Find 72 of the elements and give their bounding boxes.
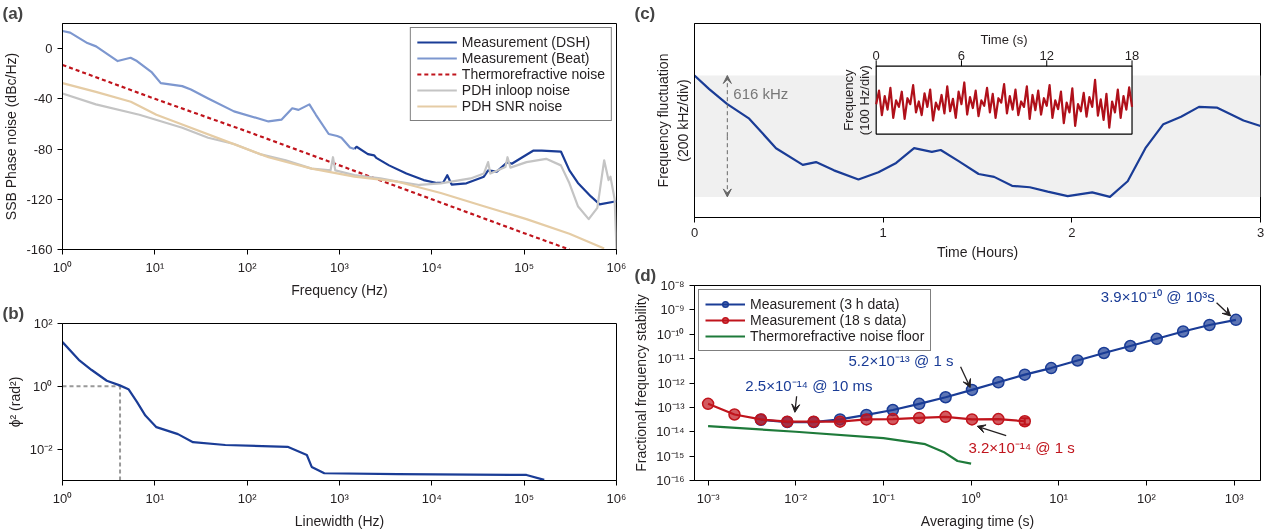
- chart-title: (b): [2, 303, 25, 323]
- legend-label: Thermorefractive noise: [461, 66, 605, 82]
- y-tick-label: 10⁻¹⁶: [656, 473, 685, 488]
- annotation: 3.2×10⁻¹⁴ @ 1 s: [968, 439, 1075, 457]
- y-tick-label: -40: [33, 91, 53, 107]
- x-tick-label: 10⁰: [52, 490, 73, 506]
- x-tick-label: 18: [1124, 48, 1140, 64]
- x-tick-label: 1: [879, 224, 887, 240]
- x-axis-title: Averaging time (s): [920, 512, 1035, 529]
- chart-title: (c): [634, 3, 656, 23]
- x-tick-label: 10⁻²: [784, 490, 808, 506]
- legend-label: PDH inloop noise: [461, 82, 570, 98]
- x-tick-label: 10¹: [145, 259, 165, 275]
- y-axis-title: SSB Phase noise (dBc/Hz): [3, 52, 20, 221]
- y-tick-label: 10⁻¹¹: [657, 351, 686, 367]
- y-tick-label: 10⁻¹³: [657, 399, 686, 415]
- y-axis-title: Frequency fluctuation (200 kHz/div): [655, 53, 691, 188]
- x-tick-label: 10⁶: [606, 490, 627, 506]
- x-tick-label: 2: [1068, 224, 1076, 240]
- x-axis-title: Time (Hours): [936, 243, 1019, 260]
- x-tick-label: 10²: [237, 259, 258, 275]
- y-tick-label: 10⁻¹⁴: [656, 424, 685, 440]
- y-tick-label: 10²: [33, 316, 54, 331]
- legend-label: Measurement (18 s data): [750, 312, 907, 328]
- x-axis-title: Frequency (Hz): [291, 281, 388, 298]
- x-tick-label: 10³: [330, 490, 350, 506]
- x-tick-label: 0: [690, 224, 699, 240]
- chart-title: (d): [634, 265, 657, 285]
- legend-label: Measurement (Beat): [461, 50, 590, 66]
- y-tick-label: 10⁰: [33, 378, 53, 394]
- x-tick-label: 10³: [330, 259, 350, 275]
- x-tick-label: 10⁵: [514, 259, 535, 275]
- legend-label: Measurement (3 h data): [750, 296, 900, 312]
- y-tick-label: -120: [26, 191, 53, 207]
- y-tick-label: 10⁻¹²: [657, 375, 686, 391]
- chart-title: (a): [2, 3, 24, 23]
- x-tick-label: 12: [1039, 48, 1054, 64]
- y-axis-title: ϕ² (rad²): [6, 376, 23, 428]
- x-tick-label: 10⁰: [52, 259, 73, 275]
- y-tick-label: -160: [26, 242, 53, 257]
- x-tick-label: 0: [872, 48, 880, 64]
- annotation: 616 kHz: [733, 85, 789, 103]
- legend-label: PDH SNR noise: [461, 98, 563, 114]
- y-axis-title: Frequency (100 Hz/div): [840, 65, 873, 136]
- x-tick-label: 10³: [1224, 490, 1245, 506]
- y-axis-title: Fractional frequency stability: [633, 294, 650, 472]
- y-tick-label: 10⁻⁹: [660, 302, 685, 318]
- x-tick-label: 10²: [237, 490, 258, 506]
- x-tick-label: 10⁻¹: [872, 490, 896, 506]
- annotation: 3.9×10⁻¹⁰ @ 10³s: [1100, 288, 1215, 306]
- x-axis-title: Linewidth (Hz): [294, 512, 385, 529]
- x-axis-title: Time (s): [980, 32, 1028, 48]
- y-tick-label: 10⁻¹⁵: [656, 448, 685, 464]
- x-tick-label: 6: [957, 48, 966, 64]
- y-tick-label: 10⁻²: [29, 441, 54, 457]
- legend-label: Measurement (DSH): [461, 34, 591, 50]
- y-tick-label: 10⁻¹⁰: [656, 326, 685, 342]
- legend-label: Thermorefractive noise floor: [750, 328, 925, 344]
- x-tick-label: 10¹: [1049, 490, 1069, 506]
- x-tick-label: 10⁰: [961, 490, 981, 506]
- x-tick-label: 10⁴: [421, 259, 442, 275]
- x-tick-label: 3: [1256, 224, 1265, 240]
- x-tick-label: 10⁴: [421, 490, 442, 506]
- y-tick-label: 10⁻⁸: [660, 278, 685, 293]
- x-tick-label: 10⁵: [514, 490, 535, 506]
- x-tick-label: 10¹: [145, 490, 165, 506]
- annotation: 5.2×10⁻¹³ @ 1 s: [848, 352, 954, 370]
- annotation: 2.5×10⁻¹⁴ @ 10 ms: [745, 377, 873, 395]
- y-tick-label: -80: [33, 141, 53, 157]
- x-tick-label: 10⁶: [606, 259, 627, 275]
- x-tick-label: 10²: [1137, 490, 1157, 506]
- x-tick-label: 10⁻³: [696, 490, 721, 506]
